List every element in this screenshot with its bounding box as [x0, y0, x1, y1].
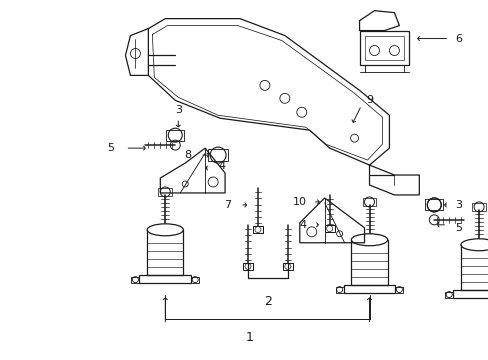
Text: 4: 4: [218, 161, 225, 171]
Text: 3: 3: [455, 200, 462, 210]
Text: 3: 3: [174, 105, 182, 115]
Text: 5: 5: [107, 143, 114, 153]
Text: 1: 1: [245, 331, 253, 344]
Text: 10: 10: [292, 197, 306, 207]
Text: 7: 7: [224, 200, 231, 210]
Text: 9: 9: [365, 95, 372, 105]
Text: 5: 5: [455, 223, 462, 233]
Text: 8: 8: [184, 150, 191, 160]
Text: 6: 6: [455, 33, 462, 44]
Text: 2: 2: [264, 295, 271, 308]
Text: 4: 4: [299, 220, 305, 230]
